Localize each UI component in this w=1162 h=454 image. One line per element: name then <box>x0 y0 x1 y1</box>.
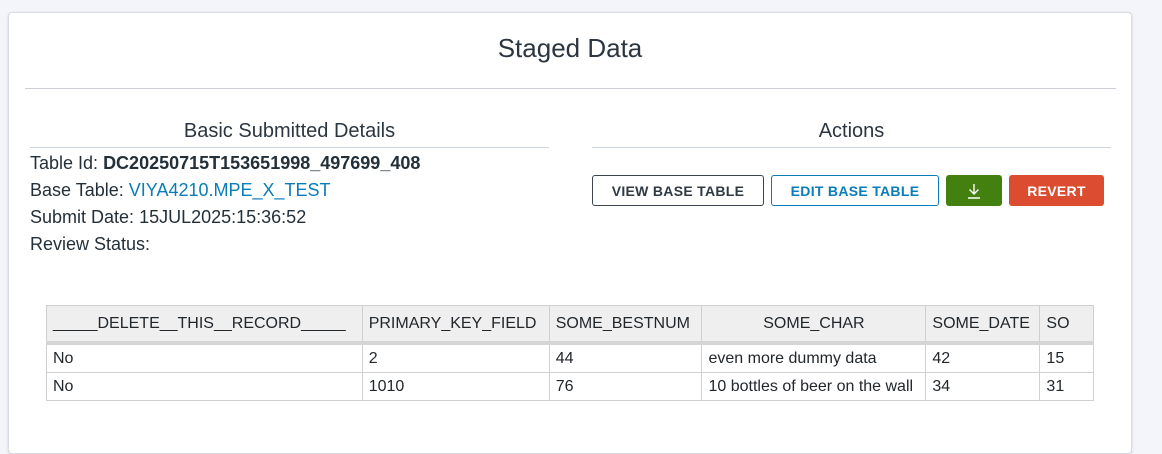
staged-data-card: Staged Data Basic Submitted Details Tabl… <box>8 12 1132 454</box>
base-table-row: Base Table: VIYA4210.MPE_X_TEST <box>30 177 549 204</box>
staged-data-table: _____DELETE__THIS__RECORD_____ PRIMARY_K… <box>46 305 1094 401</box>
table-cell[interactable]: 2 <box>361 342 550 373</box>
base-table-link[interactable]: VIYA4210.MPE_X_TEST <box>128 180 331 200</box>
column-header[interactable]: SOME_DATE <box>925 305 1041 345</box>
review-status-label: Review Status: <box>30 234 151 254</box>
column-header[interactable]: SO <box>1039 305 1094 345</box>
actions-section: Actions VIEW BASE TABLE EDIT BASE TABLE … <box>592 119 1111 206</box>
table-cell[interactable]: 42 <box>925 342 1041 373</box>
actions-heading: Actions <box>592 119 1111 148</box>
table-row: No 1010 76 10 bottles of beer on the wal… <box>46 372 1094 401</box>
table-cell[interactable]: No <box>46 372 363 401</box>
table-header-row: _____DELETE__THIS__RECORD_____ PRIMARY_K… <box>46 305 1094 345</box>
table-cell[interactable]: 10 bottles of beer on the wall <box>701 372 927 401</box>
staged-data-table-container[interactable]: _____DELETE__THIS__RECORD_____ PRIMARY_K… <box>46 305 1094 401</box>
table-cell[interactable]: even more dummy data <box>701 342 927 373</box>
table-cell[interactable]: No <box>46 342 363 373</box>
column-header[interactable]: SOME_BESTNUM <box>548 305 703 345</box>
table-cell[interactable]: 15 <box>1039 342 1094 373</box>
details-heading: Basic Submitted Details <box>30 119 549 148</box>
basic-details-section: Basic Submitted Details Table Id: DC2025… <box>30 119 549 258</box>
table-cell[interactable]: 76 <box>548 372 703 401</box>
table-cell[interactable]: 1010 <box>361 372 550 401</box>
table-id-label: Table Id: <box>30 153 99 173</box>
revert-button[interactable]: REVERT <box>1009 175 1104 206</box>
review-status-row: Review Status: <box>30 231 549 258</box>
table-id-row: Table Id: DC20250715T153651998_497699_40… <box>30 150 549 177</box>
table-row: No 2 44 even more dummy data 42 15 <box>46 342 1094 373</box>
column-header[interactable]: _____DELETE__THIS__RECORD_____ <box>46 305 363 345</box>
submit-date-row: Submit Date: 15JUL2025:15:36:52 <box>30 204 549 231</box>
download-button[interactable] <box>946 175 1002 206</box>
table-cell[interactable]: 31 <box>1039 372 1094 401</box>
view-base-table-button[interactable]: VIEW BASE TABLE <box>592 175 764 206</box>
base-table-label: Base Table: <box>30 180 124 200</box>
page-title: Staged Data <box>497 33 643 63</box>
table-cell[interactable]: 34 <box>925 372 1041 401</box>
column-header[interactable]: PRIMARY_KEY_FIELD <box>361 305 550 345</box>
divider <box>25 88 1116 89</box>
table-id-value: DC20250715T153651998_497699_408 <box>103 153 421 173</box>
submit-date-value: 15JUL2025:15:36:52 <box>139 207 307 227</box>
submit-date-label: Submit Date: <box>30 207 135 227</box>
column-header[interactable]: SOME_CHAR <box>701 305 927 345</box>
edit-base-table-button[interactable]: EDIT BASE TABLE <box>771 175 939 206</box>
table-cell[interactable]: 44 <box>548 342 703 373</box>
download-icon <box>968 183 980 199</box>
